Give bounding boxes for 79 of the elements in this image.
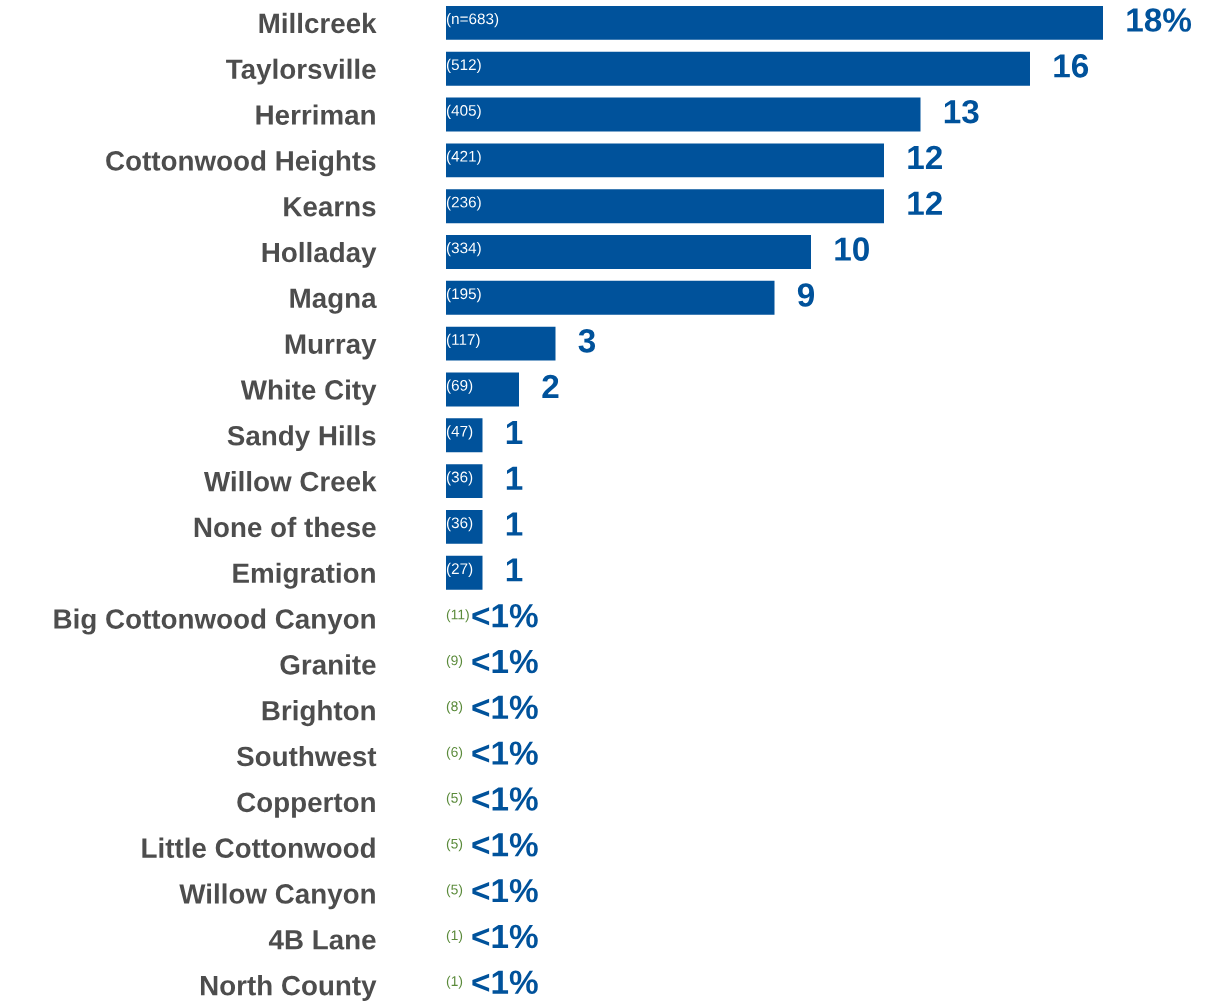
data-label: 12	[908, 145, 942, 169]
text: <1%	[472, 787, 538, 811]
annotation: (36)	[446, 471, 473, 486]
data-label: 13	[944, 99, 979, 124]
annotation: (1)	[446, 930, 463, 943]
bar	[446, 555, 483, 590]
y-tick-label: Copperton	[237, 792, 375, 818]
y-tick-label: Big Cottonwood Canyon	[54, 608, 375, 635]
y-tick-label: Southwest	[236, 745, 377, 767]
data-label: 1	[506, 512, 523, 536]
bar	[446, 189, 884, 224]
y-tick-label: None of these	[194, 516, 376, 538]
annotation: (512)	[446, 58, 481, 74]
data-label: 1	[506, 466, 523, 490]
bar	[446, 509, 483, 544]
text: <1%	[472, 970, 538, 994]
y-tick-label: Magna	[290, 288, 377, 314]
annotation: (8)	[446, 700, 463, 714]
y-tick-label: Emigration	[233, 562, 375, 589]
annotation: (117)	[446, 333, 480, 348]
bar	[446, 372, 519, 407]
bar	[446, 143, 884, 178]
text: <1%	[472, 603, 538, 628]
bar	[446, 5, 1103, 40]
bar	[446, 235, 811, 269]
y-tick-label: Brighton	[262, 700, 375, 727]
y-tick-label: Willow Canyon	[179, 883, 375, 910]
annotation: (9)	[446, 655, 463, 669]
y-tick-label: Taylorsville	[226, 58, 376, 85]
annotation: (195)	[446, 287, 481, 303]
text: <1%	[472, 878, 538, 903]
y-tick-label: Granite	[280, 654, 376, 675]
data-label: 9	[797, 283, 815, 307]
bar	[446, 51, 1030, 86]
y-tick-label: White City	[240, 379, 377, 406]
text: <1%	[472, 695, 538, 720]
data-label: 18%	[1127, 8, 1192, 32]
annotation: (n=683)	[446, 13, 499, 28]
annotation: (5)	[446, 838, 463, 852]
annotation: (69)	[446, 379, 473, 394]
y-tick-label: Herriman	[256, 104, 375, 125]
data-label: 16	[1054, 54, 1089, 78]
annotation: (27)	[446, 562, 473, 578]
annotation: (5)	[446, 884, 463, 898]
annotation: (405)	[446, 104, 481, 119]
y-tick-label: Millcreek	[259, 12, 377, 34]
text: <1%	[472, 741, 538, 765]
y-tick-label: Little Cottonwood	[142, 837, 375, 858]
annotation: (6)	[446, 746, 463, 760]
y-tick-label: Willow Creek	[203, 471, 377, 492]
annotation: (36)	[446, 517, 473, 532]
y-tick-label: Murray	[285, 334, 377, 360]
y-tick-label: North County	[200, 975, 377, 1001]
y-tick-label: Sandy Hills	[227, 425, 376, 452]
y-tick-label: Kearns	[284, 197, 376, 217]
bar	[446, 418, 483, 453]
data-label: 2	[542, 374, 559, 399]
annotation: (334)	[446, 242, 481, 257]
bar	[446, 280, 775, 315]
data-label: 1	[506, 420, 523, 444]
data-label: 10	[835, 237, 869, 261]
text: <1%	[472, 833, 538, 857]
annotation: (421)	[446, 150, 481, 165]
y-tick-label: 4B Lane	[268, 930, 376, 950]
annotation: (1)	[446, 975, 463, 989]
bar	[446, 326, 556, 361]
data-label: 1	[506, 558, 523, 582]
text: <1%	[472, 649, 538, 674]
annotation: (5)	[446, 792, 463, 806]
annotation: (11)	[446, 609, 469, 623]
y-tick-label: Holladay	[262, 241, 377, 268]
y-tick-label: Cottonwood Heights	[106, 150, 376, 177]
bar	[446, 97, 921, 132]
bar	[446, 464, 483, 499]
data-label: 12	[908, 191, 942, 215]
text: <1%	[472, 924, 538, 949]
annotation: (47)	[446, 425, 473, 440]
annotation: (236)	[446, 196, 481, 211]
data-label: 3	[578, 328, 596, 353]
